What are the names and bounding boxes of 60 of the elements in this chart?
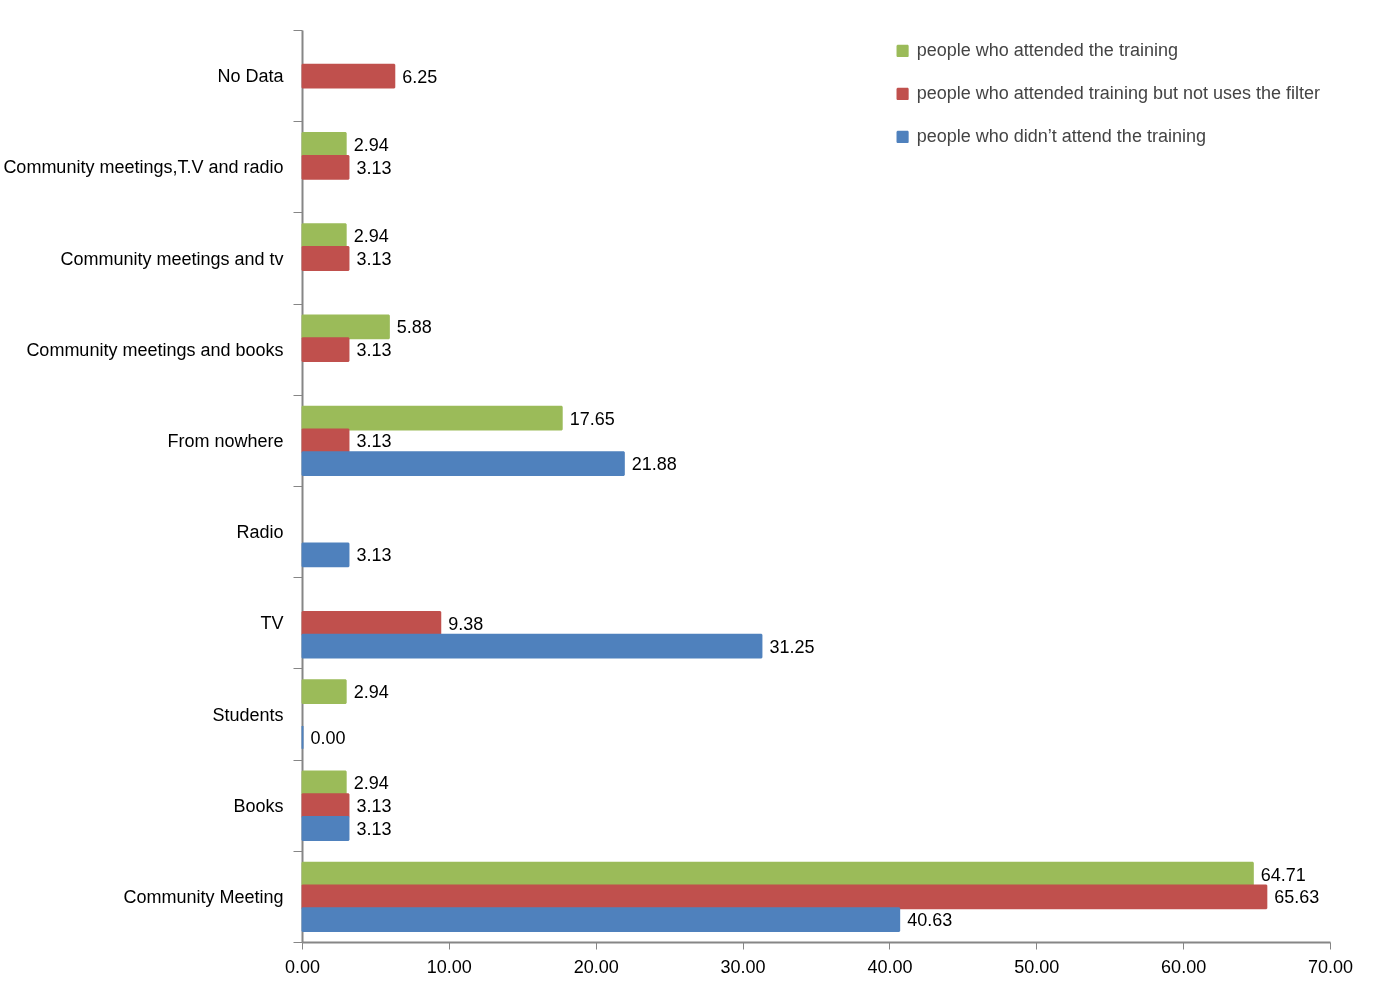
x-tick-label: 50.00 — [1014, 956, 1060, 977]
y-tick-label: Radio — [236, 522, 284, 543]
x-tick-label: 20.00 — [573, 956, 619, 977]
bar — [301, 679, 347, 705]
bar — [301, 337, 350, 363]
data-label: 3.13 — [356, 157, 392, 178]
bar — [301, 907, 901, 933]
data-label: 3.13 — [356, 819, 392, 839]
data-label: 3.13 — [356, 249, 392, 269]
data-label: 6.25 — [402, 66, 438, 87]
x-tick-label: 30.00 — [720, 956, 766, 977]
data-label: 31.25 — [769, 636, 815, 657]
data-label: 17.65 — [569, 408, 615, 429]
data-label: 2.94 — [353, 773, 389, 794]
data-label: 2.94 — [353, 226, 389, 247]
bar — [301, 314, 390, 340]
bar — [301, 223, 347, 249]
data-label: 5.88 — [396, 317, 432, 338]
x-tick-label: 0.00 — [284, 956, 321, 977]
data-label: 2.94 — [353, 135, 389, 155]
y-tick-label: No Data — [217, 66, 285, 87]
data-label: 65.63 — [1274, 887, 1320, 908]
y-tick-label: Community meetings and tv — [60, 248, 284, 269]
bar — [301, 861, 1254, 887]
data-label: 2.94 — [353, 682, 389, 703]
legend-label: people who attended training but not uses the filter — [916, 83, 1320, 104]
x-tick-label: 70.00 — [1307, 956, 1354, 977]
x-tick-label: 40.00 — [867, 956, 913, 977]
bar — [301, 451, 625, 477]
bar — [301, 884, 1268, 910]
data-label: 64.71 — [1260, 864, 1306, 885]
legend-label: people who attended the training — [916, 40, 1178, 61]
y-tick-label: Community Meeting — [123, 886, 284, 907]
x-tick-label: 60.00 — [1161, 956, 1207, 977]
y-tick-label: Students — [212, 704, 284, 725]
y-tick-label: TV — [260, 613, 284, 634]
bar — [301, 405, 563, 431]
data-label: 9.38 — [448, 613, 484, 634]
y-tick-label: From nowhere — [167, 430, 284, 451]
bar — [301, 542, 350, 568]
bar — [301, 63, 396, 89]
data-label: 3.13 — [356, 796, 392, 817]
bar — [301, 610, 442, 636]
bar — [301, 132, 347, 157]
legend-label: people who didn’t attend the training — [916, 126, 1206, 147]
bar — [301, 246, 350, 271]
y-tick-label: Books — [233, 795, 284, 816]
bar — [301, 816, 350, 841]
data-label: 40.63 — [907, 910, 953, 931]
data-label: 0.00 — [310, 727, 346, 748]
x-tick-label: 10.00 — [426, 956, 472, 977]
data-label: 3.13 — [356, 431, 392, 452]
data-label: 21.88 — [631, 454, 677, 475]
bar — [301, 633, 763, 659]
data-label: 3.13 — [356, 340, 392, 361]
y-tick-label: Community meetings,T.V and radio — [3, 157, 284, 178]
bar — [301, 154, 350, 180]
bar — [301, 793, 350, 819]
y-tick-label: Community meetings and books — [26, 339, 284, 360]
data-label: 3.13 — [356, 545, 392, 566]
